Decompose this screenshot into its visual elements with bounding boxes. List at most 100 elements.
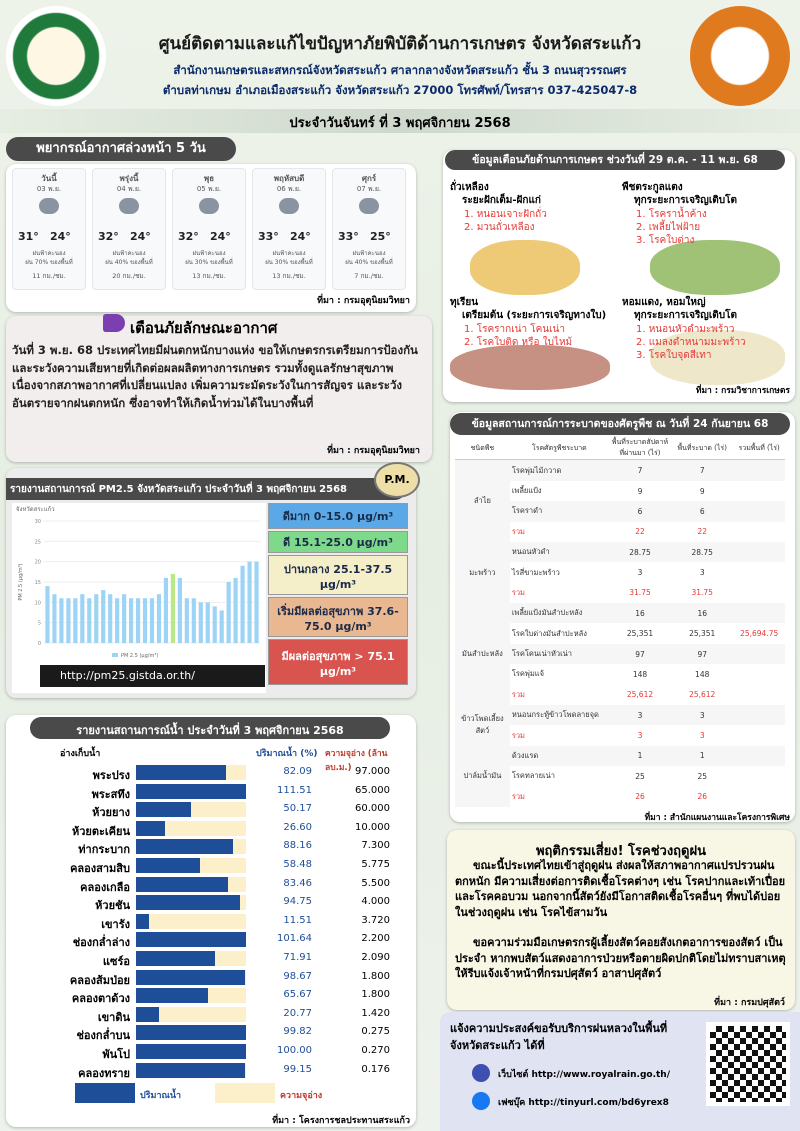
forecast-card xyxy=(92,168,166,290)
water-pct: 50.17 xyxy=(283,803,312,815)
table-cell: เพลี้ยแป้ง xyxy=(511,486,542,495)
table-cell: 97 xyxy=(697,649,707,659)
table-header: พื้นที่ระบาดสัปดาห์ที่ผ่านมา (ไร่) xyxy=(608,437,672,461)
reservoir-name: แซร์อ xyxy=(102,955,130,968)
bar xyxy=(52,594,57,643)
header-title: ศูนย์ติดตามและแก้ไขปัญหาภัยพิบัติด้านการ… xyxy=(158,34,642,54)
pest-table: ชนิดพืช โรคศัตรูพืชระบาด พื้นที่ระบาดสัปดา… xyxy=(455,437,785,807)
forecast-card xyxy=(332,168,406,290)
forecast-day: ศุกร์ xyxy=(361,174,377,183)
water-pct: 11.51 xyxy=(283,914,312,926)
pm-level: ปานกลาง 25.1-37.5 µg/m³ xyxy=(268,555,408,595)
reservoir-name: พระปรง xyxy=(92,769,130,782)
crop-name: หอมแดง, หอมใหญ่ xyxy=(622,297,706,308)
total-row: รวม 31.75 31.75 xyxy=(455,583,785,603)
table-row: เพลี้ยแป้ง 9 9 xyxy=(455,480,785,502)
water-cap: 2.200 xyxy=(361,933,390,945)
table-cell xyxy=(733,522,785,542)
reservoir-name: ท่ากระบาก xyxy=(78,843,130,857)
crop-threat: 2. โรคใบติด หรือ ใบไหม้ xyxy=(464,337,573,348)
pest-source: ที่มา : สำนักแผนงานและโครงการพิเศษ xyxy=(644,813,790,823)
crop-threat: 2. เพลี้ยไฟฝ้าย xyxy=(636,222,701,233)
water-cap: 0.275 xyxy=(361,1026,390,1038)
bar-track xyxy=(136,969,246,985)
bar xyxy=(80,594,85,643)
table-cell: 9 xyxy=(637,486,643,496)
water-cap: 10.000 xyxy=(355,821,390,833)
bar-track xyxy=(136,951,246,966)
water-cap: 65.000 xyxy=(355,784,390,796)
bar-track xyxy=(136,1006,246,1022)
header-line: ตำบลท่าเกษม อำเภอเมืองสระแก้ว จังหวัดสระ… xyxy=(162,83,638,97)
temp-min: 24° xyxy=(130,230,151,243)
forecast-card xyxy=(172,168,246,290)
water-bar xyxy=(136,913,149,929)
pest-title: ข้อมูลสถานการณ์การระบาดของศัตรูพืช ณ วัน… xyxy=(450,413,790,435)
table-cell xyxy=(733,562,785,582)
table-cell: 9 xyxy=(699,486,705,496)
total-row: รวม 3 3 xyxy=(455,725,785,745)
water-cap: 2.090 xyxy=(361,952,390,963)
table-cell xyxy=(733,603,785,623)
table-header: รวมพื้นที่ (ไร่) xyxy=(733,437,785,461)
rain-title: แจ้งความประสงค์ขอรับบริการฝนหลวงในพื้นที… xyxy=(450,1022,668,1052)
forecast-date: 06 พ.ย. xyxy=(276,185,302,193)
temp-min: 24° xyxy=(50,230,71,243)
pm-level: ดี 15.1-25.0 µg/m³ xyxy=(268,531,408,553)
water-bar xyxy=(136,802,192,818)
water-bar xyxy=(136,1025,246,1041)
bar xyxy=(254,561,259,643)
total-row: รวม 25,612 25,612 xyxy=(455,685,785,705)
temp-max: 31° xyxy=(18,230,39,243)
temp-max: 32° xyxy=(178,230,199,243)
megaphone-icon xyxy=(103,314,125,332)
forecast-rain: ฝน 30% ของพื้นที่ xyxy=(265,259,313,266)
table-header: ชนิดพืช xyxy=(455,437,510,461)
bar-track xyxy=(136,1044,246,1059)
reservoir-name: พระสทึง xyxy=(91,787,130,801)
website: เว็บไซต์ http://www.royalrain.go.th/ xyxy=(498,1070,670,1080)
table-row: ปาล์มน้ำมัน ด้วงแรด 1 1 xyxy=(455,745,785,780)
total-row: รวม 26 26 xyxy=(455,786,785,807)
total-cell: 3 xyxy=(699,731,705,740)
table-cell: 25,351 xyxy=(626,629,654,639)
date-bar xyxy=(0,109,800,133)
reservoir-name: คลองตาด้วง xyxy=(71,992,130,1006)
y-axis-label: PM 2.5 (µg/m³) xyxy=(18,563,24,600)
total-cell: 25,612 xyxy=(689,690,716,700)
y-tick-label: 15 xyxy=(35,580,41,586)
table-row: โรคทลายเน่า 25 25 xyxy=(455,766,785,787)
bar-track xyxy=(136,820,246,836)
table-cell: โรคโคนเน่าหัวเน่า xyxy=(511,649,573,658)
legend-swatch xyxy=(215,1083,275,1103)
warning-source: ที่มา : กรมอุตุนิยมวิทยา xyxy=(327,446,420,456)
bar xyxy=(233,577,238,643)
reservoir-name: คลองทราย xyxy=(78,1066,130,1080)
water-bar xyxy=(136,858,201,873)
table-cell: 16 xyxy=(697,608,707,618)
crop-image xyxy=(650,240,780,295)
temp-max: 33° xyxy=(338,230,359,243)
crop-threat: 1. หนอนเจาะฝักถั่ว xyxy=(464,209,547,220)
table-cell: โรคราดำ xyxy=(511,506,543,516)
crop-stage: ระยะฝักเต็ม-ฝักแก่ xyxy=(462,195,541,206)
livestock-text: ขอความร่วมมือเกษตรกรผู้เลี้ยงสัตว์คอยสัง… xyxy=(455,936,786,980)
table-cell: โรคทลายเน่า xyxy=(511,771,555,781)
forecast-title: พยากรณ์อากาศล่วงหน้า 5 วัน xyxy=(6,137,236,161)
reservoir-name: เขาดิน xyxy=(97,1010,130,1024)
water-bar xyxy=(136,783,246,799)
table-cell: 28.75 xyxy=(691,547,713,557)
water-pct: 58.48 xyxy=(283,859,312,870)
crop-image xyxy=(470,240,580,295)
bar xyxy=(142,598,148,643)
crop-threat: 3. โรคใบจุดสีเทา xyxy=(636,350,712,361)
water-bar xyxy=(136,895,241,911)
forecast-desc: ฝนฟ้าคะนอง xyxy=(192,250,226,257)
table-cell: 1 xyxy=(637,751,643,761)
water-pct: 111.51 xyxy=(277,784,312,796)
table-row: มันสำปะหลัง เพลี้ยแป้งมันสำปะหลัง 16 16 xyxy=(455,603,785,658)
crop-stage: ทุกระยะการเจริญเติบโต xyxy=(634,195,737,206)
water-header: ความจุอ่าง (ล้าน ลบ.ม.) xyxy=(325,749,388,773)
forecast-day: พรุ่งนี้ xyxy=(119,174,139,183)
